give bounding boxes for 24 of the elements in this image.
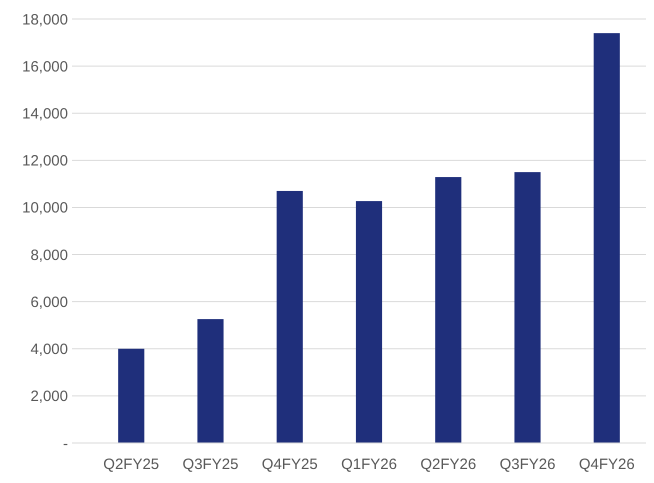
bar <box>514 172 541 443</box>
y-tick-label: 12,000 <box>22 152 68 170</box>
x-tick-label: Q3FY26 <box>500 456 556 473</box>
x-tick-label: Q4FY25 <box>262 456 318 473</box>
x-tick-label: Q4FY26 <box>578 456 635 473</box>
y-tick-label: 10,000 <box>22 200 68 217</box>
y-tick-label: 6,000 <box>30 294 68 311</box>
y-tick-label: 4,000 <box>30 341 68 358</box>
y-tick-label: 16,000 <box>22 58 68 76</box>
bar <box>356 201 382 443</box>
bar <box>276 190 303 443</box>
bar <box>118 348 144 443</box>
y-tick-label: 18,000 <box>22 11 68 28</box>
y-tick-label: 2,000 <box>30 388 68 406</box>
bar <box>197 319 224 443</box>
x-tick-label: Q3FY25 <box>182 456 238 473</box>
x-tick-label: Q2FY25 <box>103 456 160 473</box>
bar <box>594 33 620 443</box>
x-tick-label: Q2FY26 <box>420 456 476 473</box>
y-tick-label: 14,000 <box>22 105 68 122</box>
bar <box>435 177 462 443</box>
y-tick-label: 8,000 <box>30 246 68 264</box>
y-tick-label: - <box>63 435 68 452</box>
x-tick-label: Q1FY26 <box>341 456 397 473</box>
